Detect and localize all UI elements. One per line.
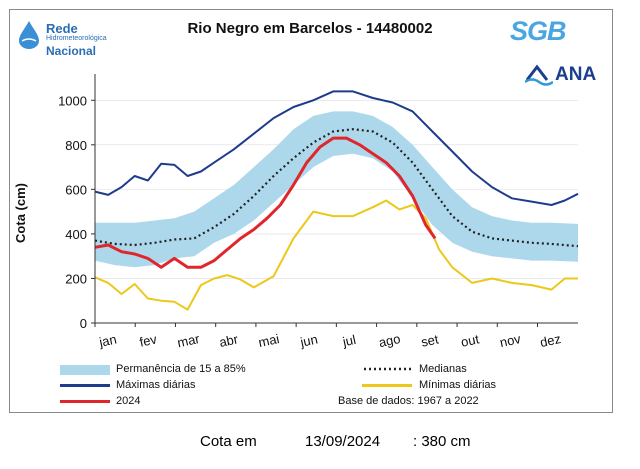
y-tick-label: 200 (65, 271, 87, 286)
x-tick-label: mai (257, 331, 281, 350)
x-tick-label: jan (97, 331, 118, 349)
series-maximas (94, 90, 579, 206)
x-tick-label: dez (539, 331, 563, 350)
sgb-logo: SGB (510, 16, 567, 46)
y-tick-label: 400 (65, 227, 87, 242)
y-axis-label: Cota (cm) (13, 183, 28, 243)
x-tick-label: jul (340, 332, 357, 350)
rede-logo-line2: Hidrometeorológica (46, 35, 107, 42)
y-tick-label: 600 (65, 182, 87, 197)
y-tick-label: 800 (65, 138, 87, 153)
x-tick-label: out (460, 331, 481, 350)
y-tick-label: 1000 (58, 93, 87, 108)
series-minimas (94, 199, 578, 311)
footer-value: : 380 cm (413, 433, 471, 450)
chart-title: Rio Negro em Barcelos - 14480002 (187, 20, 433, 37)
chart-frame (9, 9, 613, 413)
x-tick-label: nov (498, 331, 522, 350)
rede-hidrometeorologica-logo: Rede Hidrometeorológica Nacional (16, 20, 116, 60)
footer-date: 13/09/2024 (305, 433, 381, 450)
x-tick-label: ago (377, 331, 401, 350)
series-band-permanencia (95, 111, 578, 268)
rede-drop-icon (19, 21, 39, 49)
x-tick-label: set (420, 331, 440, 349)
x-tick-label: jun (298, 331, 319, 349)
x-tick-label: fev (138, 331, 159, 349)
ana-logo: ANA (524, 64, 596, 88)
footer-label: Cota em (200, 433, 257, 450)
rede-logo-line1: Rede (46, 21, 78, 36)
x-tick-label: mar (176, 331, 202, 350)
y-tick-label: 0 (80, 316, 87, 331)
ana-logo-text: ANA (555, 64, 597, 85)
series-medianas (94, 128, 579, 248)
series-2024 (94, 136, 437, 269)
ana-wave-icon (524, 64, 554, 86)
rede-logo-line3: Nacional (46, 44, 97, 58)
x-tick-label: abr (218, 331, 240, 350)
